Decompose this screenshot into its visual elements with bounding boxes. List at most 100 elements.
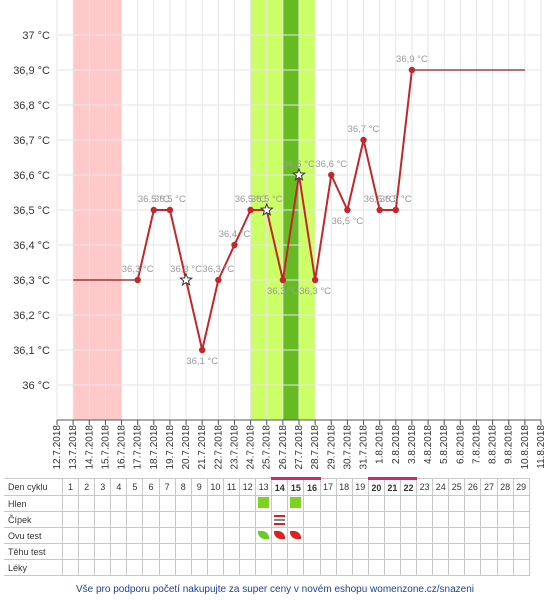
table-cell[interactable]	[142, 495, 160, 512]
table-cell[interactable]	[367, 543, 385, 560]
table-cell[interactable]	[367, 527, 385, 544]
table-cell[interactable]	[287, 527, 305, 544]
table-cell[interactable]	[239, 527, 257, 544]
table-cell[interactable]	[399, 527, 418, 544]
table-cell[interactable]	[351, 495, 369, 512]
table-cell[interactable]	[255, 495, 273, 512]
table-cell[interactable]	[158, 527, 176, 544]
table-cell[interactable]	[61, 511, 80, 528]
table-cell[interactable]	[480, 511, 498, 528]
table-cell[interactable]	[480, 495, 498, 512]
table-cell[interactable]	[222, 495, 241, 512]
table-cell[interactable]	[78, 559, 96, 576]
table-cell[interactable]	[496, 559, 514, 576]
table-cell[interactable]	[303, 543, 321, 560]
table-cell[interactable]	[303, 511, 321, 528]
table-cell[interactable]	[496, 511, 514, 528]
table-cell[interactable]	[383, 495, 401, 512]
table-cell[interactable]	[319, 511, 337, 528]
table-cell[interactable]	[335, 527, 353, 544]
table-cell[interactable]	[126, 559, 144, 576]
table-cell[interactable]	[110, 511, 128, 528]
table-cell[interactable]	[94, 511, 112, 528]
table-cell[interactable]	[142, 527, 160, 544]
table-cell[interactable]	[94, 543, 112, 560]
table-cell[interactable]	[174, 559, 192, 576]
table-cell[interactable]	[78, 511, 96, 528]
table-cell[interactable]	[174, 511, 192, 528]
table-cell[interactable]	[416, 495, 434, 512]
table-cell[interactable]	[222, 511, 241, 528]
table-cell[interactable]	[78, 527, 96, 544]
table-cell[interactable]	[222, 543, 241, 560]
table-cell[interactable]	[351, 511, 369, 528]
table-cell[interactable]	[335, 495, 353, 512]
table-cell[interactable]	[222, 527, 241, 544]
table-cell[interactable]	[464, 511, 482, 528]
table-cell[interactable]	[432, 495, 450, 512]
table-cell[interactable]	[512, 511, 530, 528]
table-cell[interactable]	[255, 511, 273, 528]
table-cell[interactable]	[271, 495, 289, 512]
table-cell[interactable]	[512, 527, 530, 544]
table-cell[interactable]	[94, 559, 112, 576]
table-cell[interactable]	[448, 495, 466, 512]
table-cell[interactable]	[255, 559, 273, 576]
table-cell[interactable]	[239, 495, 257, 512]
table-cell[interactable]	[206, 527, 224, 544]
table-cell[interactable]	[303, 527, 321, 544]
table-cell[interactable]	[206, 495, 224, 512]
table-cell[interactable]	[190, 543, 208, 560]
table-cell[interactable]	[158, 511, 176, 528]
table-cell[interactable]	[61, 495, 80, 512]
table-cell[interactable]	[94, 527, 112, 544]
table-cell[interactable]	[319, 543, 337, 560]
table-cell[interactable]	[351, 527, 369, 544]
table-cell[interactable]	[303, 495, 321, 512]
table-cell[interactable]	[94, 495, 112, 512]
table-cell[interactable]	[126, 543, 144, 560]
table-cell[interactable]	[448, 543, 466, 560]
table-cell[interactable]	[61, 559, 80, 576]
table-cell[interactable]	[319, 559, 337, 576]
table-cell[interactable]	[432, 559, 450, 576]
table-cell[interactable]	[496, 495, 514, 512]
table-cell[interactable]	[383, 527, 401, 544]
table-cell[interactable]	[464, 559, 482, 576]
table-cell[interactable]	[432, 527, 450, 544]
table-cell[interactable]	[239, 511, 257, 528]
table-cell[interactable]	[110, 559, 128, 576]
table-cell[interactable]	[126, 527, 144, 544]
table-cell[interactable]	[432, 511, 450, 528]
table-cell[interactable]	[271, 559, 289, 576]
table-cell[interactable]	[287, 559, 305, 576]
table-cell[interactable]	[335, 559, 353, 576]
table-cell[interactable]	[126, 511, 144, 528]
table-cell[interactable]	[287, 543, 305, 560]
table-cell[interactable]	[480, 543, 498, 560]
table-cell[interactable]	[367, 511, 385, 528]
table-cell[interactable]	[174, 527, 192, 544]
table-cell[interactable]	[142, 511, 160, 528]
table-cell[interactable]	[174, 543, 192, 560]
table-cell[interactable]	[206, 511, 224, 528]
table-cell[interactable]	[383, 559, 401, 576]
table-cell[interactable]	[416, 559, 434, 576]
table-cell[interactable]	[303, 559, 321, 576]
table-cell[interactable]	[271, 527, 289, 544]
table-cell[interactable]	[319, 495, 337, 512]
table-cell[interactable]	[480, 527, 498, 544]
table-cell[interactable]	[190, 511, 208, 528]
table-cell[interactable]	[110, 543, 128, 560]
table-cell[interactable]	[448, 511, 466, 528]
table-cell[interactable]	[174, 495, 192, 512]
table-cell[interactable]	[206, 543, 224, 560]
table-cell[interactable]	[383, 511, 401, 528]
table-cell[interactable]	[351, 559, 369, 576]
table-cell[interactable]	[255, 543, 273, 560]
table-cell[interactable]	[190, 527, 208, 544]
table-cell[interactable]	[271, 543, 289, 560]
table-cell[interactable]	[512, 495, 530, 512]
table-cell[interactable]	[399, 543, 418, 560]
table-cell[interactable]	[448, 559, 466, 576]
